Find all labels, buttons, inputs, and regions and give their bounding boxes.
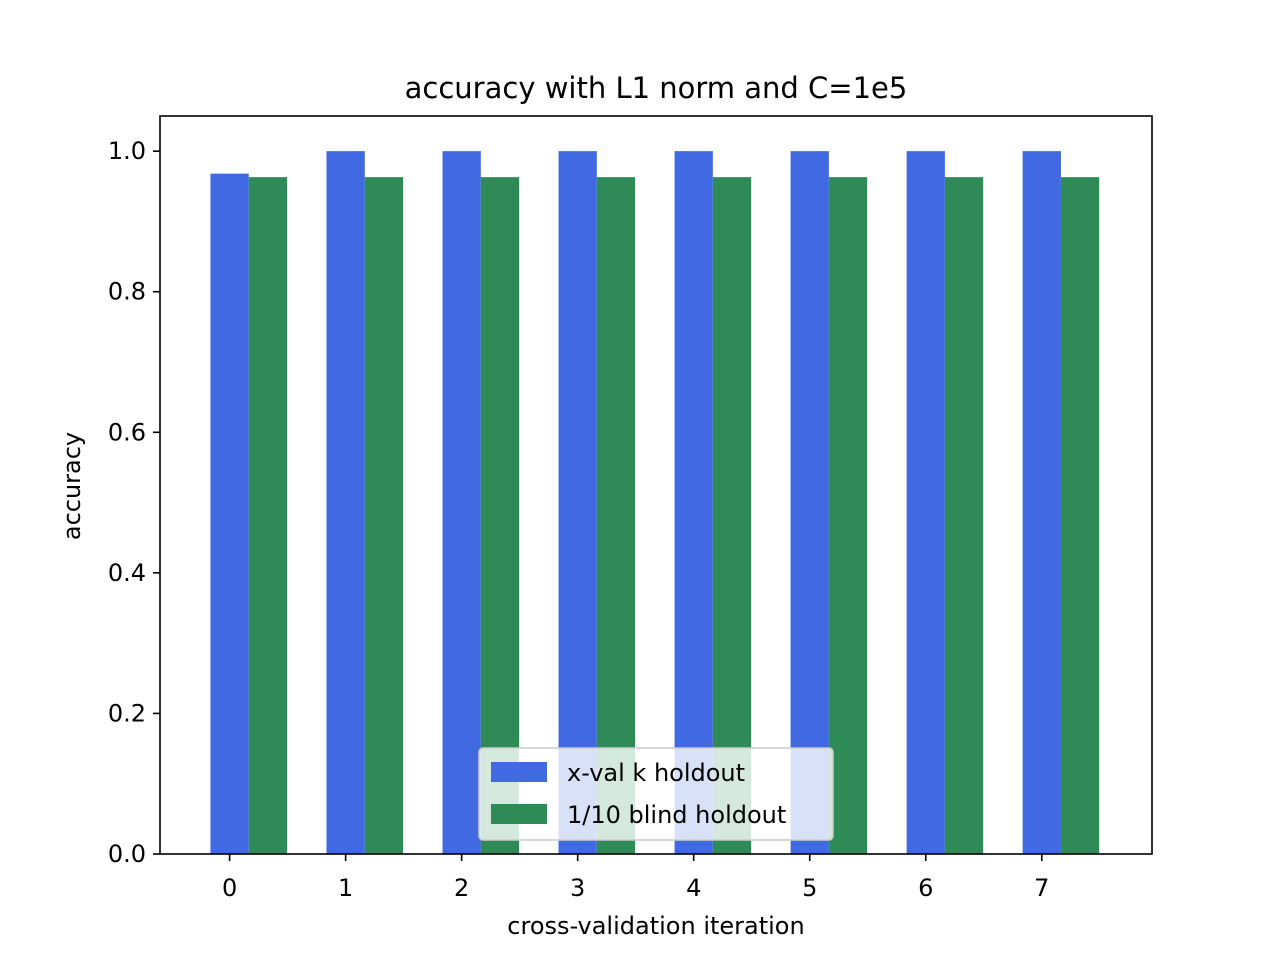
bar-series-1-cat-0 xyxy=(248,177,288,854)
legend-label-1: 1/10 blind holdout xyxy=(567,801,786,829)
bar-series-1-cat-2 xyxy=(480,177,520,854)
y-tick-label: 0.8 xyxy=(108,278,146,306)
y-tick-label: 0.6 xyxy=(108,418,146,446)
bars-group xyxy=(210,151,1100,854)
bar-series-1-cat-7 xyxy=(1060,177,1100,854)
y-tick-label: 0.0 xyxy=(108,840,146,868)
x-axis-label: cross-validation iteration xyxy=(507,912,804,940)
bar-series-1-cat-5 xyxy=(828,177,868,854)
legend-swatch-1 xyxy=(491,804,547,824)
x-tick-label: 0 xyxy=(222,874,237,902)
y-tick-label: 1.0 xyxy=(108,137,146,165)
bar-series-1-cat-1 xyxy=(364,177,404,854)
y-tick-label: 0.4 xyxy=(108,559,146,587)
bar-series-1-cat-3 xyxy=(596,177,636,854)
bar-series-0-cat-7 xyxy=(1022,151,1061,854)
bar-series-0-cat-6 xyxy=(906,151,945,854)
x-axis-ticks: 0 1 2 3 4 5 6 7 xyxy=(222,854,1049,902)
x-tick-label: 6 xyxy=(918,874,933,902)
bar-series-0-cat-3 xyxy=(558,151,597,854)
x-tick-label: 3 xyxy=(570,874,585,902)
x-tick-label: 1 xyxy=(338,874,353,902)
y-tick-label: 0.2 xyxy=(108,699,146,727)
bar-series-0-cat-0 xyxy=(210,173,249,854)
chart-title: accuracy with L1 norm and C=1e5 xyxy=(405,71,908,105)
plot-frame xyxy=(159,115,1153,855)
legend-swatch-0 xyxy=(491,762,547,782)
bar-series-0-cat-1 xyxy=(326,151,365,854)
x-tick-label: 7 xyxy=(1034,874,1049,902)
bar-series-1-cat-6 xyxy=(944,177,984,854)
legend: x-val k holdout 1/10 blind holdout xyxy=(478,747,834,841)
x-tick-label: 2 xyxy=(454,874,469,902)
bar-series-1-cat-4 xyxy=(712,177,752,854)
legend-label-0: x-val k holdout xyxy=(567,759,745,787)
bar-series-0-cat-4 xyxy=(674,151,713,854)
y-axis-ticks: 0.0 0.2 0.4 0.6 0.8 1.0 xyxy=(108,137,160,868)
y-axis-label: accuracy xyxy=(58,432,86,540)
bar-series-0-cat-2 xyxy=(442,151,481,854)
x-tick-label: 5 xyxy=(802,874,817,902)
legend-box xyxy=(478,747,834,841)
x-tick-label: 4 xyxy=(686,874,701,902)
bar-series-0-cat-5 xyxy=(790,151,829,854)
